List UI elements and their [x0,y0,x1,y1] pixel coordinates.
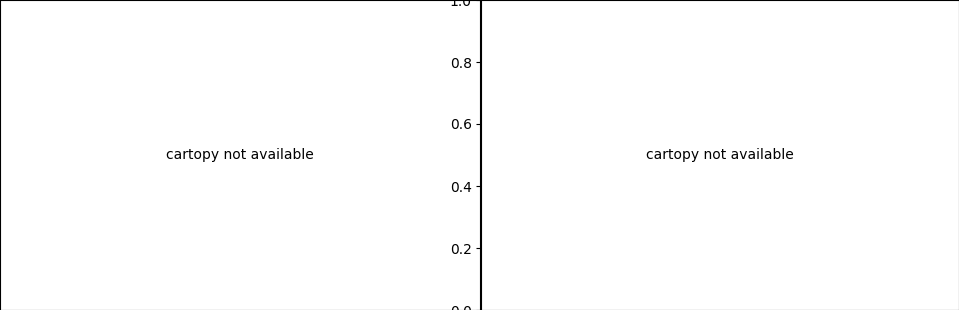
Text: cartopy not available: cartopy not available [646,148,794,162]
Text: cartopy not available: cartopy not available [166,148,314,162]
